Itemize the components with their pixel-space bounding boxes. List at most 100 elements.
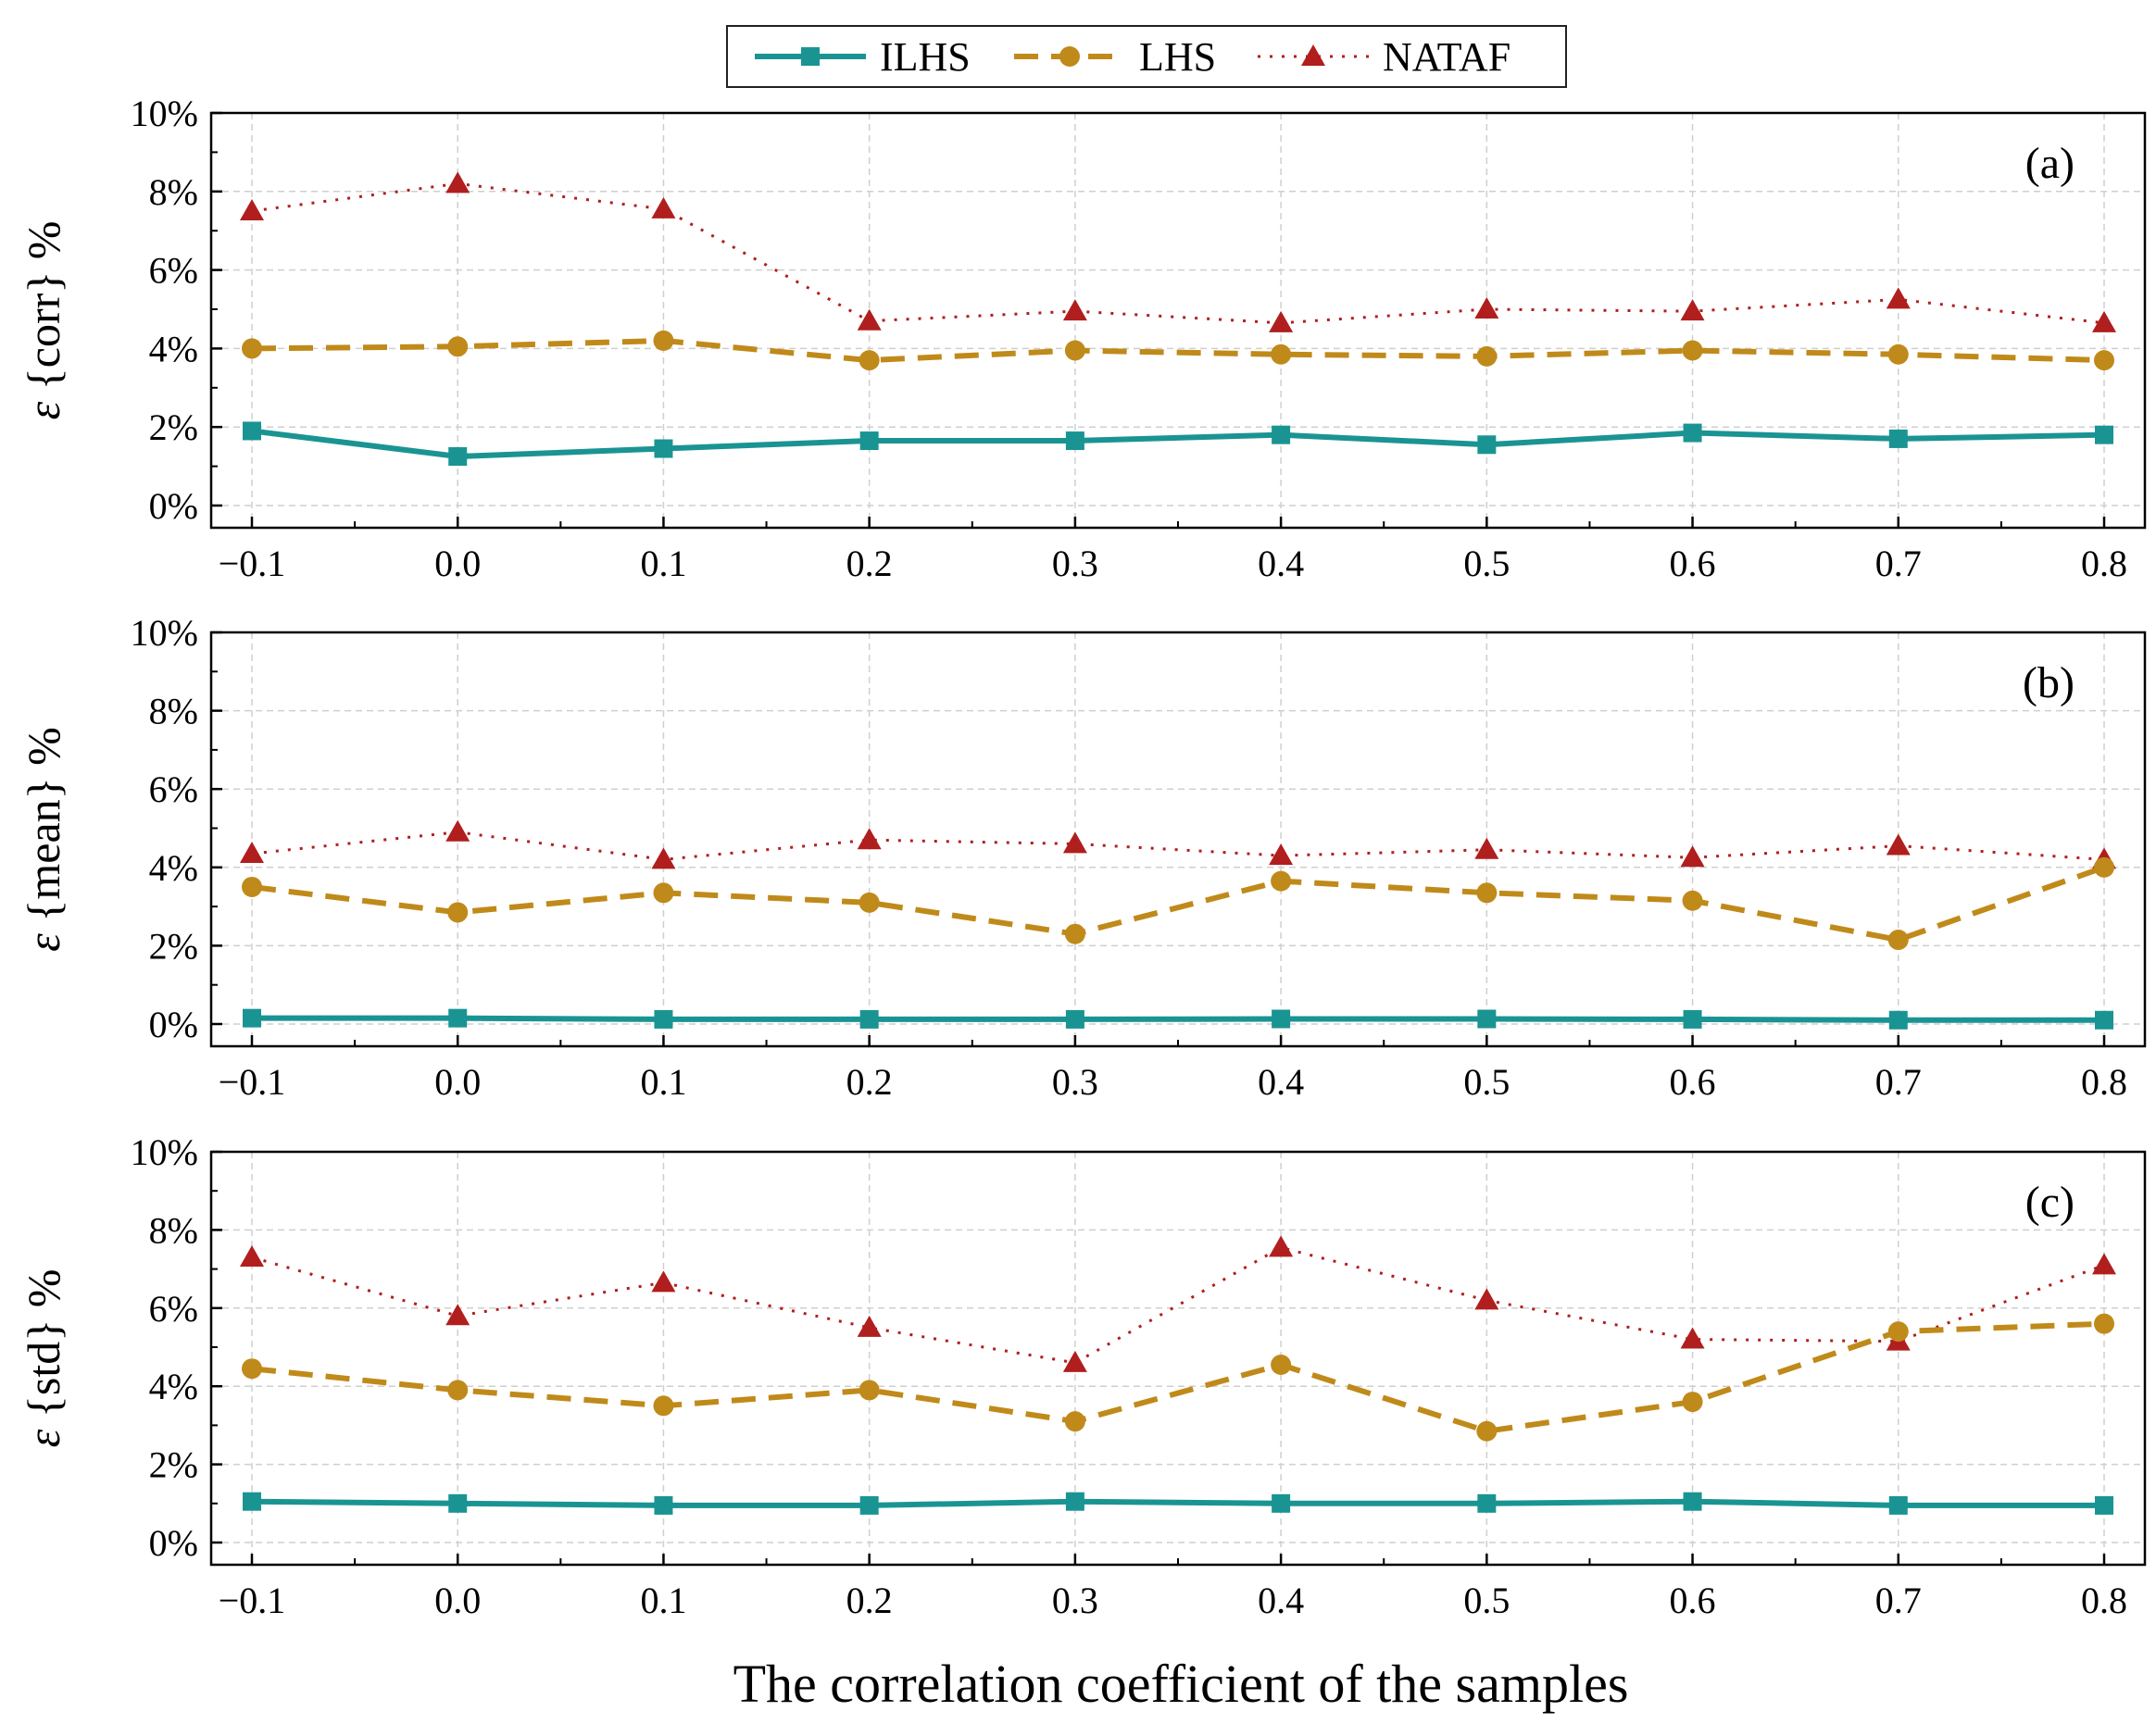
data-point-ilhs xyxy=(2095,425,2113,444)
data-point-lhs xyxy=(1476,882,1498,904)
data-point-lhs xyxy=(1682,340,1703,361)
y-tick-label: 8% xyxy=(149,171,198,213)
series-line-ilhs xyxy=(251,1498,2104,1508)
x-tick-label: −0.1 xyxy=(219,543,286,584)
x-tick-label: 0.1 xyxy=(640,543,686,584)
series-line-ilhs xyxy=(252,1015,2104,1023)
y-axis-label-text: {mean} % xyxy=(18,727,69,921)
data-point-lhs xyxy=(2094,1313,2114,1334)
y-axis-label-symbol: ε xyxy=(18,1418,69,1447)
data-point-ilhs xyxy=(1065,1009,1084,1029)
y-tick-label: 6% xyxy=(149,1288,198,1330)
legend-marker-ilhs xyxy=(801,47,820,66)
data-point-ilhs xyxy=(859,431,879,451)
data-point-ilhs xyxy=(1683,1009,1702,1029)
data-point-ilhs xyxy=(448,447,468,466)
series-line-nataf xyxy=(251,181,2105,325)
data-point-nataf xyxy=(857,1315,882,1337)
data-point-nataf xyxy=(651,847,676,869)
x-tick-label: 0.5 xyxy=(1463,543,1510,584)
y-tick-label: 2% xyxy=(149,1444,198,1486)
legend-label-nataf: NATAF xyxy=(1383,34,1510,80)
series-line-ilhs xyxy=(251,428,2105,460)
data-point-ilhs xyxy=(243,1492,261,1511)
data-point-lhs xyxy=(1271,870,1292,892)
data-point-lhs xyxy=(447,902,469,923)
x-tick-label: 0.3 xyxy=(1052,1580,1098,1621)
data-point-nataf xyxy=(240,1244,264,1267)
data-point-ilhs xyxy=(1888,429,1908,448)
data-point-nataf xyxy=(445,1304,470,1326)
data-point-nataf xyxy=(1269,843,1294,866)
panel-a: 0% 2% 4% 6% 8% 10% −0.1 0.0 0.1 0.2 0.3 0.4 0.5 0.6 0.… xyxy=(18,93,2147,584)
y-tick-label: 6% xyxy=(149,768,198,810)
x-axis-label: The correlation coefficient of the sampl… xyxy=(733,1654,1629,1714)
x-tick-label: 0.4 xyxy=(1258,543,1304,584)
y-tick-label: 2% xyxy=(149,925,198,967)
y-axis-label-symbol: ε xyxy=(18,390,69,419)
series-lhs xyxy=(242,856,2114,951)
data-point-lhs xyxy=(1064,1411,1085,1432)
data-point-lhs xyxy=(1271,344,1292,365)
x-tick-label: 0.2 xyxy=(846,1580,893,1621)
x-tick-label: 0.4 xyxy=(1258,1061,1304,1103)
data-point-lhs xyxy=(1476,1420,1498,1442)
y-tick-label: 8% xyxy=(149,691,198,732)
y-axis-label-text: {corr} % xyxy=(18,221,69,391)
y-tick-label: 4% xyxy=(149,328,198,369)
y-tick-label: 2% xyxy=(149,406,198,448)
data-point-nataf xyxy=(1269,1235,1294,1257)
data-point-ilhs xyxy=(243,421,261,441)
series-lhs xyxy=(242,1313,2114,1442)
x-tick-label: 0.8 xyxy=(2081,1580,2127,1621)
y-tick-label: 0% xyxy=(149,485,198,527)
data-point-lhs xyxy=(447,1380,469,1401)
data-point-nataf xyxy=(240,199,264,220)
data-point-ilhs xyxy=(2095,1010,2113,1030)
data-point-ilhs xyxy=(1065,1492,1084,1511)
series-lhs xyxy=(242,330,2114,371)
data-point-ilhs xyxy=(1477,1493,1497,1513)
data-point-ilhs xyxy=(1477,435,1497,455)
data-point-lhs xyxy=(2094,350,2114,371)
data-point-lhs xyxy=(1887,1321,1909,1343)
series-ilhs xyxy=(243,1492,2113,1515)
series-line-nataf xyxy=(251,831,2105,861)
series-ilhs xyxy=(243,421,2113,466)
data-point-nataf xyxy=(1269,310,1294,332)
data-point-nataf xyxy=(1474,837,1499,859)
data-point-ilhs xyxy=(448,1008,468,1028)
data-point-lhs xyxy=(859,1380,880,1401)
data-point-lhs xyxy=(1682,890,1703,911)
data-point-ilhs xyxy=(1683,1492,1702,1511)
x-tick-label: 0.6 xyxy=(1670,1061,1716,1103)
data-point-nataf xyxy=(445,171,470,194)
data-point-ilhs xyxy=(1272,425,1291,444)
series-nataf xyxy=(240,171,2116,332)
data-point-lhs xyxy=(242,1358,262,1380)
data-point-ilhs xyxy=(2095,1495,2113,1515)
data-point-nataf xyxy=(1062,299,1087,321)
data-point-nataf xyxy=(857,828,882,850)
data-point-nataf xyxy=(1680,299,1705,321)
series-line-lhs xyxy=(251,337,2105,364)
data-point-lhs xyxy=(1682,1392,1703,1413)
data-point-lhs xyxy=(1271,1354,1292,1375)
x-tick-label: 0.8 xyxy=(2081,1061,2127,1103)
data-point-lhs xyxy=(859,892,880,913)
x-tick-label: 0.7 xyxy=(1875,1061,1922,1103)
data-point-nataf xyxy=(1474,297,1499,319)
x-tick-label: −0.1 xyxy=(219,1580,286,1621)
series-nataf xyxy=(240,819,2116,869)
data-point-nataf xyxy=(857,308,882,331)
panel-c: 0% 2% 4% 6% 8% 10% −0.1 0.0 0.1 0.2 0.3 0.4 0.5 0.6 0.… xyxy=(18,1131,2147,1621)
chart-panels: 0% 2% 4% 6% 8% 10% −0.1 0.0 0.1 0.2 0.3 0.4 0.5 0.6 0.… xyxy=(18,93,2147,1621)
x-tick-label: 0.5 xyxy=(1463,1580,1510,1621)
x-tick-label: −0.1 xyxy=(219,1061,286,1103)
data-point-ilhs xyxy=(243,1008,261,1028)
legend-marker-lhs xyxy=(1059,46,1080,67)
data-point-nataf xyxy=(2092,310,2116,332)
y-axis-label-symbol: ε xyxy=(18,922,69,952)
y-axis-label: ε {mean} % xyxy=(18,727,69,952)
